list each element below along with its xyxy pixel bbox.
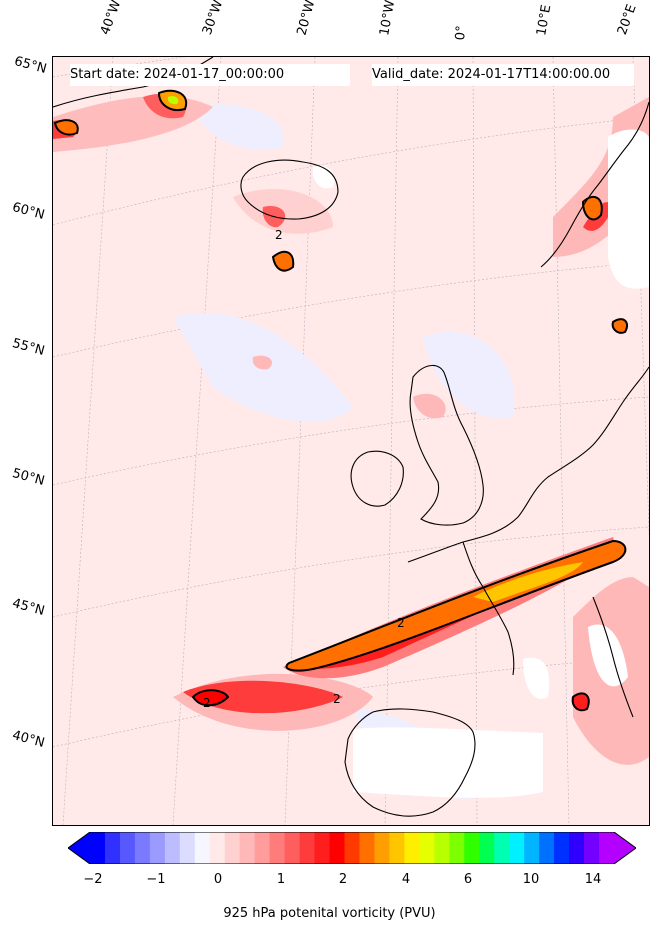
lon-label-30w: 30°W <box>199 0 227 37</box>
lon-label-10w: 10°W <box>377 0 399 38</box>
contour-label: 2 <box>333 692 341 706</box>
colorbar-segment <box>254 832 271 864</box>
france-coast <box>462 541 515 676</box>
colorbar <box>68 832 636 864</box>
colorbar-segment <box>134 832 151 864</box>
colorbar-segment <box>539 832 555 864</box>
colorbar-tick-label: −1 <box>146 872 166 887</box>
colorbar-segment <box>329 832 346 864</box>
colorbar-segment <box>314 832 331 864</box>
colorbar-segment <box>434 832 450 864</box>
lat-label-65n: 65°N <box>12 54 49 77</box>
lon-label-0: 0° <box>453 24 470 41</box>
map-canvas: 2 2 2 2 <box>53 57 649 825</box>
lon-label-40w: 40°W <box>97 0 125 37</box>
colorbar-segment <box>554 832 570 864</box>
colorbar-segment <box>599 832 615 864</box>
colorbar-segment <box>269 832 286 864</box>
colorbar-tick-label: 10 <box>522 872 540 887</box>
colorbar-tick-label: 0 <box>213 872 223 887</box>
map-panel: 2 2 2 2 <box>52 56 650 826</box>
colorbar-segments <box>90 832 615 864</box>
colorbar-segment <box>179 832 196 864</box>
colorbar-segment <box>404 832 420 864</box>
lon-label-20e: 20°E <box>614 2 640 38</box>
colorbar-tick-label: 2 <box>338 872 348 887</box>
colorbar-min-arrow <box>68 832 90 864</box>
valid-date-label: Valid_date: 2024-01-17T14:00:00.00 <box>372 64 634 86</box>
contour-label: 2 <box>203 696 211 710</box>
colorbar-tick-label: 6 <box>463 872 473 887</box>
colorbar-segment <box>389 832 405 864</box>
colorbar-segment <box>524 832 540 864</box>
start-date-label: Start date: 2024-01-17_00:00:00 <box>70 64 350 86</box>
iceland-coast <box>240 159 339 220</box>
lon-label-10e: 10°E <box>534 3 555 37</box>
lat-label-50n: 50°N <box>10 466 47 489</box>
ireland-coast <box>350 450 404 507</box>
lat-label-60n: 60°N <box>10 200 47 223</box>
colorbar-segment <box>359 832 375 864</box>
colorbar-label: 925 hPa potenital vorticity (PVU) <box>223 906 436 921</box>
colorbar-segment <box>164 832 181 864</box>
colorbar-segment <box>224 832 241 864</box>
colorbar-segment <box>449 832 465 864</box>
colorbar-segment <box>104 832 121 864</box>
lat-label-45n: 45°N <box>10 596 47 619</box>
strong-pv-band: 2 2 2 2 <box>53 89 629 712</box>
colorbar-tick-label: 1 <box>276 872 286 887</box>
colorbar-segment <box>374 832 390 864</box>
iberia-coast <box>344 708 476 817</box>
europe-coast <box>407 366 649 563</box>
colorbar-segment <box>239 832 256 864</box>
colorbar-tick-label: −2 <box>83 872 103 887</box>
colorbar-max-arrow <box>614 832 636 864</box>
colorbar-segment <box>149 832 166 864</box>
colorbar-segment <box>194 832 211 864</box>
colorbar-segment <box>90 832 106 864</box>
masked-terrain-areas <box>312 129 649 798</box>
colorbar-segment <box>494 832 510 864</box>
contour-label: 2 <box>275 228 283 242</box>
colorbar-tick-label: 14 <box>584 872 602 887</box>
colorbar-segment <box>509 832 525 864</box>
lon-label-20w: 20°W <box>294 0 319 37</box>
italy-coast <box>592 596 634 718</box>
colorbar-segment <box>119 832 136 864</box>
contour-label: 2 <box>397 616 405 630</box>
colorbar-tick-label: 4 <box>401 872 411 887</box>
colorbar-segment <box>299 832 316 864</box>
colorbar-segment <box>464 832 480 864</box>
lat-label-40n: 40°N <box>10 728 47 751</box>
colorbar-segment <box>419 832 435 864</box>
great-britain-coast <box>409 364 484 526</box>
colorbar-segment <box>584 832 600 864</box>
scandinavia-coast <box>540 101 649 268</box>
colorbar-segment <box>344 832 360 864</box>
colorbar-segment <box>479 832 495 864</box>
colorbar-segment <box>569 832 585 864</box>
colorbar-segment <box>209 832 226 864</box>
colorbar-segment <box>284 832 301 864</box>
lat-label-55n: 55°N <box>10 336 47 359</box>
